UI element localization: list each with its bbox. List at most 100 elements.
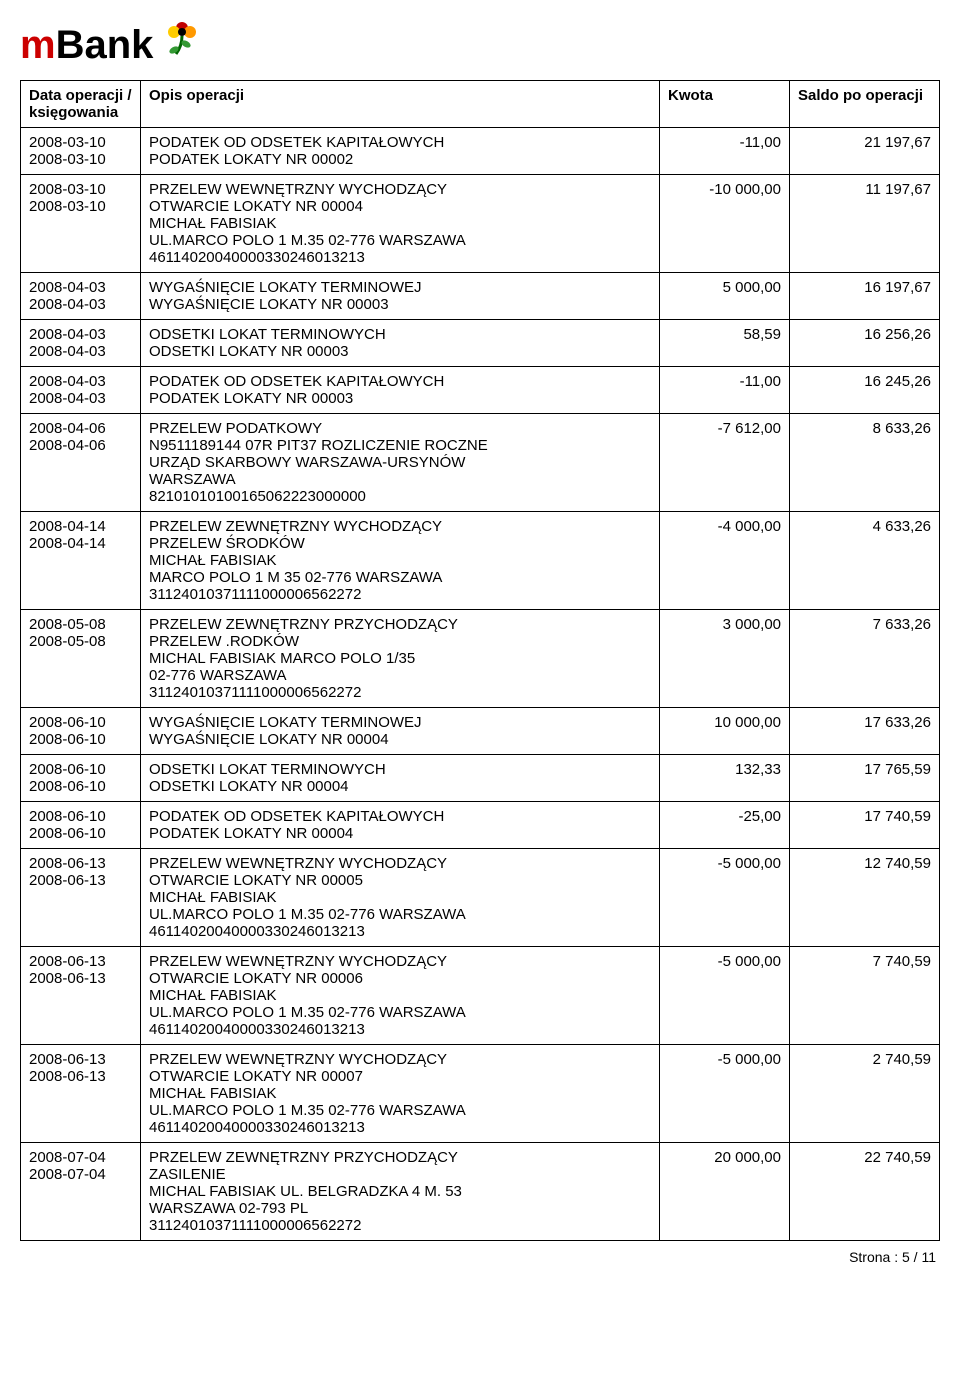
description-line: N9511189144 07R PIT37 ROZLICZENIE ROCZNE bbox=[149, 437, 651, 454]
operation-date: 2008-04-14 bbox=[29, 518, 132, 535]
cell-date: 2008-06-132008-06-13 bbox=[21, 849, 141, 947]
cell-balance: 17 740,59 bbox=[790, 802, 940, 849]
cell-amount: -11,00 bbox=[660, 128, 790, 175]
cell-description: PRZELEW ZEWNĘTRZNY WYCHODZĄCYPRZELEW ŚRO… bbox=[141, 512, 660, 610]
cell-date: 2008-07-042008-07-04 bbox=[21, 1143, 141, 1241]
booking-date: 2008-04-14 bbox=[29, 535, 132, 552]
table-row: 2008-06-102008-06-10 WYGAŚNIĘCIE LOKATY T… bbox=[21, 708, 940, 755]
description-line: WYGAŚNIĘCIE LOKATY TERMINOWEJ bbox=[149, 714, 651, 731]
description-line: MARCO POLO 1 M 35 02-776 WARSZAWA bbox=[149, 569, 651, 586]
booking-date: 2008-03-10 bbox=[29, 151, 132, 168]
cell-amount: -5 000,00 bbox=[660, 849, 790, 947]
operation-date: 2008-06-10 bbox=[29, 808, 132, 825]
description-line: PRZELEW WEWNĘTRZNY WYCHODZĄCY bbox=[149, 181, 651, 198]
description-line: MICHAL FABISIAK MARCO POLO 1/35 bbox=[149, 650, 651, 667]
operation-date: 2008-06-10 bbox=[29, 761, 132, 778]
description-line: UL.MARCO POLO 1 M.35 02-776 WARSZAWA bbox=[149, 232, 651, 249]
table-row: 2008-06-132008-06-13 PRZELEW WEWNĘTRZNY W… bbox=[21, 849, 940, 947]
footer-sep: / bbox=[910, 1249, 922, 1265]
logo-flower-icon bbox=[160, 14, 205, 64]
operation-date: 2008-06-13 bbox=[29, 953, 132, 970]
description-line: PRZELEW .RODKÓW bbox=[149, 633, 651, 650]
page-footer: Strona : 5 / 11 bbox=[20, 1241, 940, 1265]
cell-date: 2008-04-032008-04-03 bbox=[21, 320, 141, 367]
description-line: 82101010100165062223000000 bbox=[149, 488, 651, 505]
statement-table: Data operacji / księgowania Opis operacj… bbox=[20, 80, 940, 1241]
booking-date: 2008-06-10 bbox=[29, 778, 132, 795]
table-row: 2008-04-032008-04-03WYGAŚNIĘCIE LOKATY T… bbox=[21, 273, 940, 320]
description-line: PRZELEW ŚRODKÓW bbox=[149, 535, 651, 552]
description-line: PRZELEW ZEWNĘTRZNY PRZYCHODZĄCY bbox=[149, 1149, 651, 1166]
col-header-desc: Opis operacji bbox=[141, 81, 660, 128]
cell-description: PRZELEW ZEWNĘTRZNY PRZYCHODZĄCYPRZELEW .… bbox=[141, 610, 660, 708]
cell-date: 2008-04-062008-04-06 bbox=[21, 414, 141, 512]
table-row: 2008-03-102008-03-10PODATEK OD ODSETEK K… bbox=[21, 128, 940, 175]
col-header-date: Data operacji / księgowania bbox=[21, 81, 141, 128]
cell-date: 2008-06-102008-06-10 bbox=[21, 708, 141, 755]
description-line: PRZELEW PODATKOWY bbox=[149, 420, 651, 437]
cell-date: 2008-06-132008-06-13 bbox=[21, 947, 141, 1045]
cell-balance: 11 197,67 bbox=[790, 175, 940, 273]
booking-date: 2008-07-04 bbox=[29, 1166, 132, 1183]
table-row: 2008-04-032008-04-03ODSETKI LOKAT TERMIN… bbox=[21, 320, 940, 367]
booking-date: 2008-06-13 bbox=[29, 1068, 132, 1085]
description-line: PRZELEW WEWNĘTRZNY WYCHODZĄCY bbox=[149, 855, 651, 872]
table-header-row: Data operacji / księgowania Opis operacj… bbox=[21, 81, 940, 128]
cell-balance: 16 245,26 bbox=[790, 367, 940, 414]
cell-amount: -11,00 bbox=[660, 367, 790, 414]
col-header-amount: Kwota bbox=[660, 81, 790, 128]
cell-balance: 8 633,26 bbox=[790, 414, 940, 512]
operation-date: 2008-04-03 bbox=[29, 373, 132, 390]
description-line: PRZELEW WEWNĘTRZNY WYCHODZĄCY bbox=[149, 1051, 651, 1068]
cell-amount: 20 000,00 bbox=[660, 1143, 790, 1241]
cell-date: 2008-04-032008-04-03 bbox=[21, 367, 141, 414]
description-line: 31124010371111000006562272 bbox=[149, 586, 651, 603]
cell-date: 2008-06-102008-06-10 bbox=[21, 755, 141, 802]
table-row: 2008-06-132008-06-13PRZELEW WEWNĘTRZNY W… bbox=[21, 947, 940, 1045]
logo-black-part: Bank bbox=[56, 23, 154, 67]
cell-balance: 4 633,26 bbox=[790, 512, 940, 610]
description-line: UL.MARCO POLO 1 M.35 02-776 WARSZAWA bbox=[149, 906, 651, 923]
description-line: UL.MARCO POLO 1 M.35 02-776 WARSZAWA bbox=[149, 1102, 651, 1119]
bank-logo: mBank bbox=[20, 20, 940, 70]
cell-balance: 22 740,59 bbox=[790, 1143, 940, 1241]
cell-date: 2008-04-032008-04-03 bbox=[21, 273, 141, 320]
operation-date: 2008-07-04 bbox=[29, 1149, 132, 1166]
table-row: 2008-06-132008-06-13 PRZELEW WEWNĘTRZNY W… bbox=[21, 1045, 940, 1143]
description-line: 02-776 WARSZAWA bbox=[149, 667, 651, 684]
booking-date: 2008-03-10 bbox=[29, 198, 132, 215]
cell-balance: 16 256,26 bbox=[790, 320, 940, 367]
col-header-balance: Saldo po operacji bbox=[790, 81, 940, 128]
cell-amount: -5 000,00 bbox=[660, 1045, 790, 1143]
operation-date: 2008-04-06 bbox=[29, 420, 132, 437]
operation-date: 2008-03-10 bbox=[29, 134, 132, 151]
cell-description: PRZELEW WEWNĘTRZNY WYCHODZĄCYOTWARCIE LO… bbox=[141, 1045, 660, 1143]
description-line: OTWARCIE LOKATY NR 00005 bbox=[149, 872, 651, 889]
logo-red-part: m bbox=[20, 23, 56, 67]
table-row: 2008-06-102008-06-10PODATEK OD ODSETEK K… bbox=[21, 802, 940, 849]
cell-amount: -25,00 bbox=[660, 802, 790, 849]
description-line: ODSETKI LOKATY NR 00003 bbox=[149, 343, 651, 360]
cell-amount: 132,33 bbox=[660, 755, 790, 802]
cell-amount: 10 000,00 bbox=[660, 708, 790, 755]
description-line: 31124010371111000006562272 bbox=[149, 1217, 651, 1234]
table-row: 2008-03-102008-03-10 PRZELEW WEWNĘTRZNY W… bbox=[21, 175, 940, 273]
booking-date: 2008-04-06 bbox=[29, 437, 132, 454]
cell-description: PODATEK OD ODSETEK KAPITAŁOWYCHPODATEK L… bbox=[141, 802, 660, 849]
cell-description: PRZELEW WEWNĘTRZNY WYCHODZĄCYOTWARCIE LO… bbox=[141, 947, 660, 1045]
description-line: MICHAŁ FABISIAK bbox=[149, 215, 651, 232]
description-line: 46114020040000330246013213 bbox=[149, 1021, 651, 1038]
operation-date: 2008-06-13 bbox=[29, 1051, 132, 1068]
cell-date: 2008-03-102008-03-10 bbox=[21, 175, 141, 273]
description-line: PODATEK LOKATY NR 00004 bbox=[149, 825, 651, 842]
cell-balance: 16 197,67 bbox=[790, 273, 940, 320]
cell-date: 2008-03-102008-03-10 bbox=[21, 128, 141, 175]
operation-date: 2008-06-10 bbox=[29, 714, 132, 731]
description-line: WARSZAWA 02-793 PL bbox=[149, 1200, 651, 1217]
booking-date: 2008-06-13 bbox=[29, 872, 132, 889]
description-line: PRZELEW ZEWNĘTRZNY PRZYCHODZĄCY bbox=[149, 616, 651, 633]
description-line: OTWARCIE LOKATY NR 00004 bbox=[149, 198, 651, 215]
table-row: 2008-04-062008-04-06 PRZELEW PODATKOWYN95… bbox=[21, 414, 940, 512]
description-line: WYGAŚNIĘCIE LOKATY NR 00004 bbox=[149, 731, 651, 748]
description-line: MICHAŁ FABISIAK bbox=[149, 987, 651, 1004]
